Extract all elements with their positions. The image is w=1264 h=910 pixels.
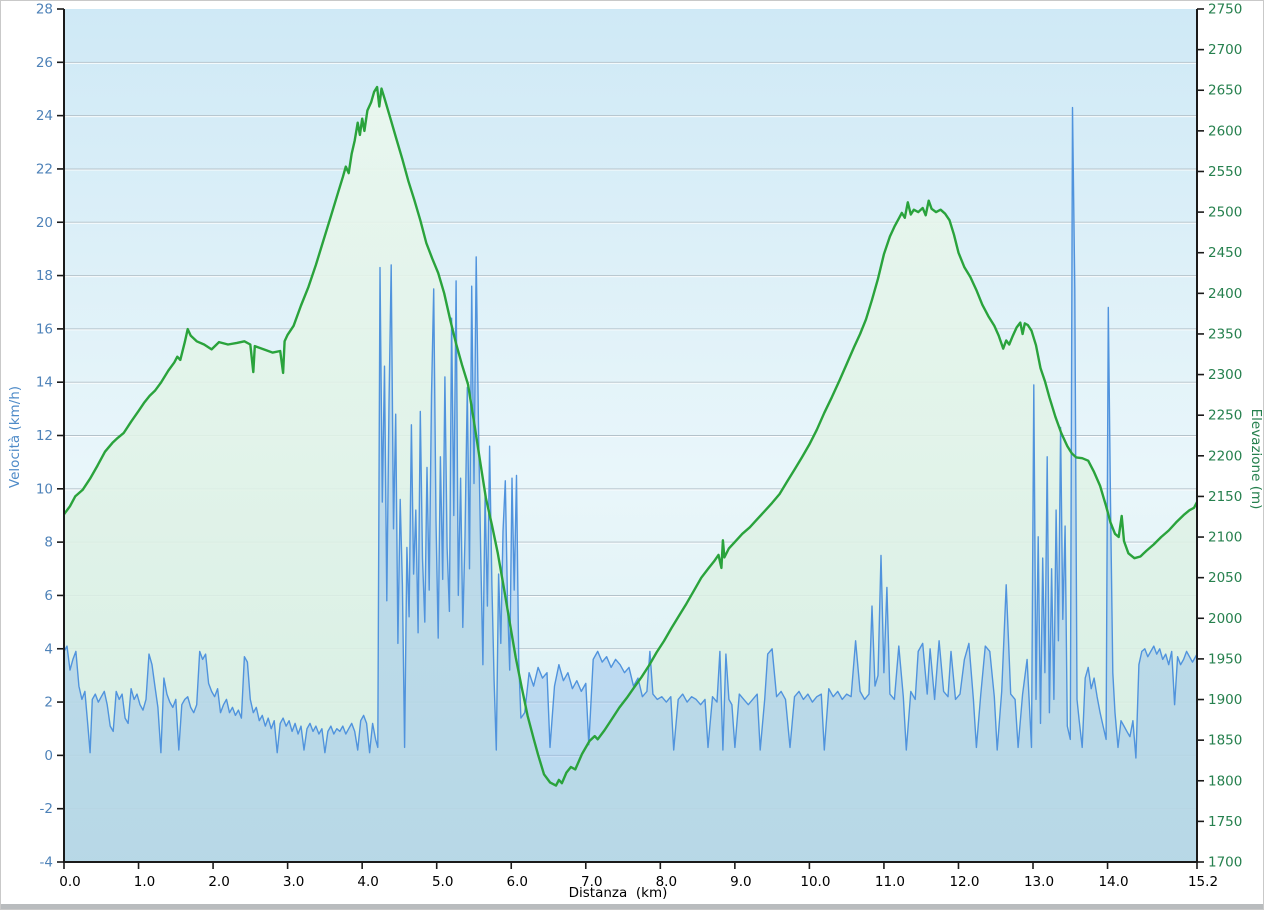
data-series: [63, 85, 1199, 863]
y-right-tick-label: 2250: [1208, 408, 1242, 424]
window-bottom-edge: [1, 904, 1263, 909]
x-tick-label: 9.0: [730, 874, 751, 890]
x-tick-label: 12.0: [949, 874, 979, 890]
y-right-tick-label: 2150: [1208, 489, 1242, 505]
y-right-axis-title: Elevazione (m): [1248, 409, 1263, 510]
x-tick-label: 10.0: [800, 874, 830, 890]
axis-ticks: [57, 8, 1204, 869]
y-left-tick-label: 22: [36, 161, 53, 177]
y-left-axis-title: Velocità (km/h): [7, 386, 23, 488]
x-tick-label: 15.2: [1188, 874, 1218, 890]
y-left-tick-label: -2: [40, 801, 53, 817]
y-left-tick-label: -4: [40, 855, 53, 871]
y-right-tick-label: 2600: [1208, 123, 1242, 139]
y-right-tick-label: 2200: [1208, 448, 1242, 464]
y-left-tick-label: 10: [36, 481, 53, 497]
x-tick-label: 14.0: [1099, 874, 1129, 890]
y-right-tick-label: 2100: [1208, 530, 1242, 546]
x-tick-label: 0.0: [59, 874, 80, 890]
y-left-tick-label: 18: [36, 268, 53, 284]
elevation-area: [64, 87, 1197, 862]
x-tick-label: 2.0: [208, 874, 229, 890]
y-left-tick-label: 26: [36, 55, 53, 71]
y-left-tick-label: 8: [44, 535, 53, 551]
y-right-tick-label: 2700: [1208, 42, 1242, 58]
y-right-tick-label: 2000: [1208, 611, 1242, 627]
y-right-tick-label: 1800: [1208, 773, 1242, 789]
y-right-tick-label: 1850: [1208, 733, 1242, 749]
x-tick-label: 6.0: [506, 874, 527, 890]
y-left-tick-label: 4: [44, 641, 53, 657]
y-right-tick-label: 1750: [1208, 814, 1242, 830]
y-left-tick-label: 24: [36, 108, 53, 124]
speed-line: [63, 106, 1198, 759]
y-right-tick-label: 1900: [1208, 692, 1242, 708]
y-left-tick-label: 28: [36, 2, 53, 18]
y-right-tick-label: 1950: [1208, 651, 1242, 667]
y-right-tick-label: 2350: [1208, 326, 1242, 342]
y-left-tick-label: 6: [44, 588, 53, 604]
y-left-tick-label: 14: [36, 375, 53, 391]
x-tick-label: 5.0: [432, 874, 453, 890]
y-right-tick-label: 2450: [1208, 245, 1242, 261]
y-left-tick-label: 2: [44, 695, 53, 711]
speed-area: [64, 107, 1197, 863]
x-tick-label: 1.0: [134, 874, 155, 890]
x-axis-title: Distanza (km): [569, 885, 668, 901]
y-right-tick-label: 2500: [1208, 205, 1242, 221]
y-right-tick-label: 2750: [1208, 2, 1242, 18]
x-tick-label: 8.0: [656, 874, 677, 890]
y-right-tick-label: 2650: [1208, 83, 1242, 99]
y-right-tick-label: 1700: [1208, 855, 1242, 871]
x-tick-label: 3.0: [283, 874, 304, 890]
y-left-tick-label: 12: [36, 428, 53, 444]
x-tick-label: 11.0: [875, 874, 905, 890]
y-right-tick-label: 2400: [1208, 286, 1242, 302]
x-tick-label: 7.0: [581, 874, 602, 890]
y-left-tick-label: 16: [36, 321, 53, 337]
axis-tick-labels: -4-2024681012141618202224262817001750180…: [36, 2, 1243, 891]
y-right-tick-label: 2300: [1208, 367, 1242, 383]
x-tick-label: 13.0: [1024, 874, 1054, 890]
x-tick-label: 4.0: [357, 874, 378, 890]
y-left-tick-label: 0: [44, 748, 53, 764]
y-right-tick-label: 2050: [1208, 570, 1242, 586]
elevation-line: [63, 85, 1199, 787]
y-right-tick-label: 2550: [1208, 164, 1242, 180]
y-left-tick-label: 20: [36, 215, 53, 231]
